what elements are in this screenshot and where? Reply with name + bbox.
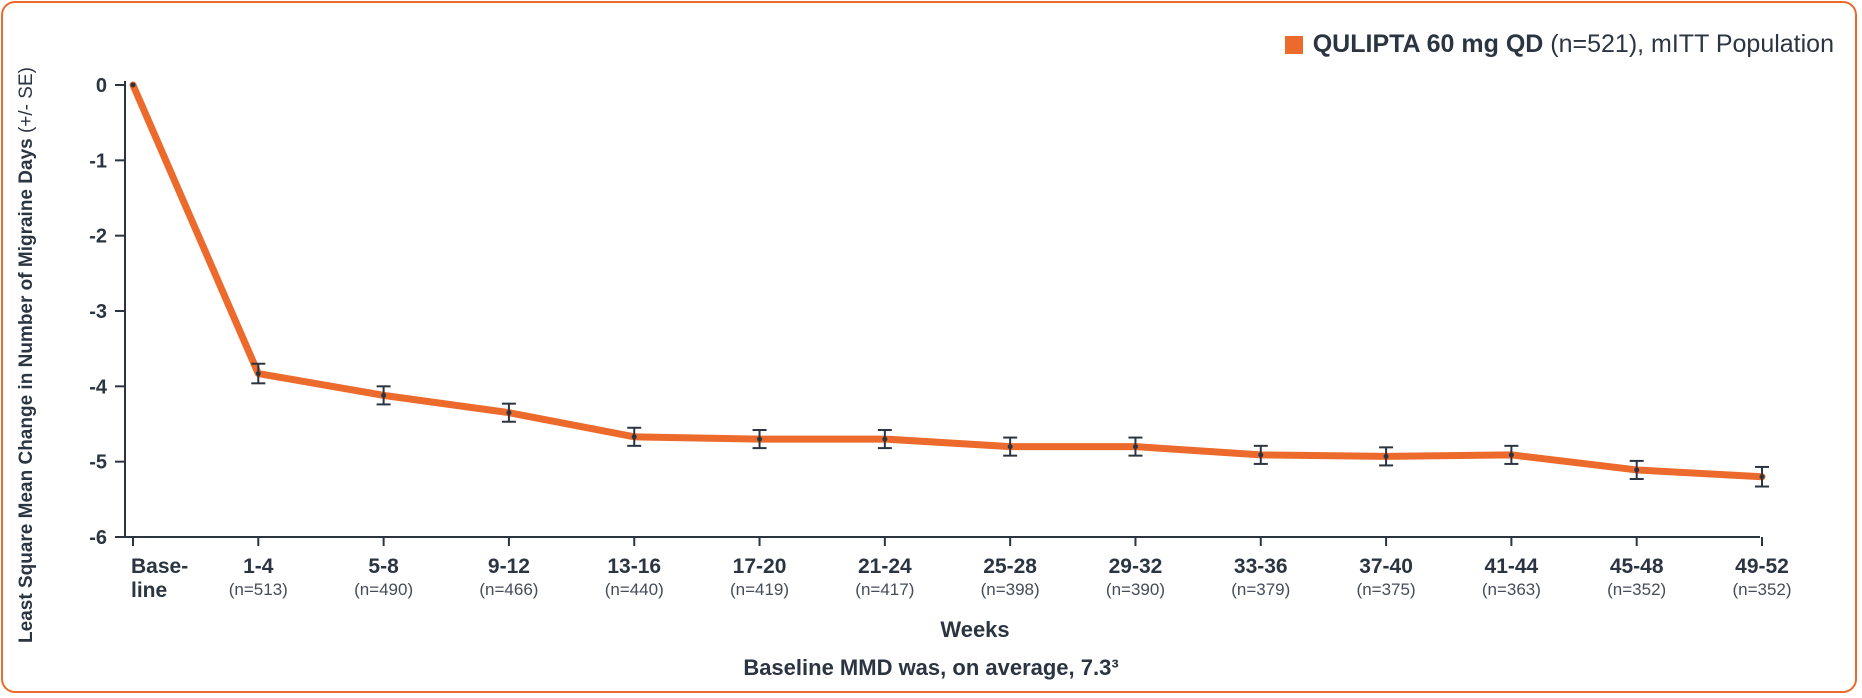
- x-tick-sublabel: (n=379): [1231, 580, 1290, 599]
- legend-swatch: [1284, 35, 1303, 54]
- y-tick-label: -3: [89, 301, 107, 323]
- x-tick-label: 29-32: [1109, 555, 1163, 578]
- y-tick-label: -6: [89, 527, 107, 549]
- x-tick-label: 41-44: [1485, 555, 1539, 578]
- x-axis-ticks: Base-line 1-4 (n=513) 5-8 (n=490) 9-12 (n=466)…: [131, 537, 1792, 602]
- y-tick-label: -2: [89, 226, 107, 248]
- legend-series-detail: (n=521), mITT Population: [1543, 30, 1834, 58]
- y-tick-label: 0: [96, 75, 107, 97]
- data-point: [757, 436, 763, 442]
- data-point: [130, 82, 136, 88]
- series-group: [129, 81, 1769, 488]
- x-tick-sublabel: (n=352): [1732, 580, 1791, 599]
- x-tick-sublabel: (n=417): [855, 580, 914, 599]
- x-tick-label: 25-28: [983, 555, 1037, 578]
- data-point: [1132, 444, 1138, 450]
- x-tick-sublabel: (n=466): [479, 580, 538, 599]
- data-point: [255, 371, 261, 377]
- data-point: [1634, 467, 1640, 473]
- data-point: [506, 410, 512, 416]
- data-point: [1258, 452, 1264, 458]
- legend-series-name: QULIPTA 60 mg QD: [1312, 30, 1544, 58]
- x-tick-label: 9-12: [488, 555, 530, 578]
- data-point: [1759, 474, 1765, 480]
- y-tick-label: -1: [89, 150, 107, 172]
- x-tick-sublabel: (n=375): [1357, 580, 1416, 599]
- data-point: [882, 436, 888, 442]
- y-axis-title: Least Square Mean Change in Number of Mi…: [16, 67, 37, 643]
- x-tick-label: 33-36: [1234, 555, 1288, 578]
- y-tick-label: -4: [89, 376, 108, 398]
- x-tick-label: 37-40: [1359, 555, 1413, 578]
- x-tick-sublabel: (n=490): [354, 580, 413, 599]
- x-tick-label: 5-8: [368, 555, 399, 578]
- data-point: [631, 434, 637, 440]
- x-axis-title: Weeks: [940, 617, 1009, 642]
- y-axis-title-main: Least Square Mean Change in Number of Mi…: [16, 138, 37, 643]
- y-axis-title-suffix: (+/- SE): [16, 67, 37, 138]
- x-tick-label: 17-20: [733, 555, 787, 578]
- legend: QULIPTA 60 mg QD (n=521), mITT Populatio…: [1284, 30, 1834, 59]
- data-point: [381, 392, 387, 398]
- x-tick-sublabel: line: [131, 579, 167, 602]
- data-point: [1383, 453, 1389, 459]
- x-tick-sublabel: (n=352): [1607, 580, 1666, 599]
- x-tick-sublabel: (n=363): [1482, 580, 1541, 599]
- y-axis-ticks: 0 -1 -2 -3 -4 -5 -6: [89, 75, 125, 549]
- x-tick-sublabel: (n=419): [730, 580, 789, 599]
- data-point: [1508, 452, 1514, 458]
- x-tick-sublabel: (n=398): [981, 580, 1040, 599]
- x-tick-label: 49-52: [1735, 555, 1789, 578]
- x-tick-sublabel: (n=440): [605, 580, 664, 599]
- axes: [124, 81, 1760, 538]
- x-tick-label: Base-: [131, 555, 188, 578]
- x-tick-label: 21-24: [858, 555, 912, 578]
- x-tick-label: 1-4: [243, 555, 274, 578]
- x-tick-sublabel: (n=513): [229, 580, 288, 599]
- x-tick-sublabel: (n=390): [1106, 580, 1165, 599]
- x-tick-label: 45-48: [1610, 555, 1664, 578]
- footnote: Baseline MMD was, on average, 7.3³: [743, 655, 1118, 680]
- data-point: [1007, 444, 1013, 450]
- series-line: [129, 81, 1766, 481]
- x-tick-label: 13-16: [607, 555, 661, 578]
- y-tick-label: -5: [89, 452, 107, 474]
